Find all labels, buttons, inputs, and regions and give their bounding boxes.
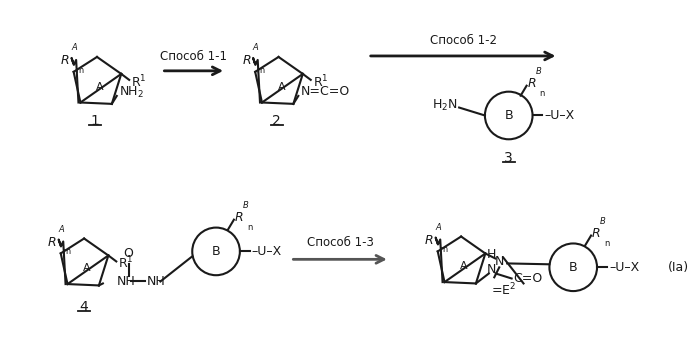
Text: m: m: [439, 245, 447, 254]
Text: n: n: [604, 239, 610, 247]
Text: m: m: [75, 66, 83, 75]
Text: NH$_2$: NH$_2$: [119, 84, 144, 100]
Text: A: A: [460, 261, 468, 271]
Text: NH: NH: [117, 275, 136, 288]
Text: H: H: [487, 247, 496, 260]
Text: R: R: [61, 55, 69, 68]
Text: NH: NH: [147, 275, 165, 288]
Text: N: N: [487, 263, 496, 276]
Text: O: O: [124, 247, 134, 260]
Text: R$^1$: R$^1$: [312, 74, 329, 90]
Text: R$^1$: R$^1$: [131, 74, 147, 90]
Text: R: R: [235, 211, 243, 224]
Text: –U–X: –U–X: [252, 245, 282, 258]
Text: N=C=O: N=C=O: [301, 86, 350, 99]
Text: R: R: [425, 234, 433, 247]
Text: A: A: [58, 225, 64, 233]
Text: 3: 3: [505, 151, 513, 165]
Text: Способ 1-3: Способ 1-3: [307, 237, 373, 250]
Text: R: R: [48, 236, 57, 249]
Text: C=O: C=O: [514, 272, 543, 285]
Text: m: m: [257, 66, 265, 75]
Text: N: N: [495, 255, 504, 268]
Text: A: A: [71, 43, 77, 52]
Text: A: A: [253, 43, 259, 52]
Text: –U–X: –U–X: [609, 261, 639, 274]
Text: Способ 1-2: Способ 1-2: [430, 34, 496, 47]
Text: A: A: [96, 82, 103, 92]
Text: Способ 1-1: Способ 1-1: [160, 50, 226, 63]
Text: A: A: [278, 82, 285, 92]
Text: B: B: [569, 261, 577, 274]
Text: 1: 1: [91, 114, 99, 128]
Text: R: R: [242, 55, 251, 68]
Text: (Ia): (Ia): [668, 261, 689, 274]
Text: –U–X: –U–X: [545, 109, 575, 122]
Text: R$^1$: R$^1$: [118, 255, 134, 272]
Text: =E$^2$: =E$^2$: [491, 281, 517, 298]
Text: B: B: [600, 216, 606, 226]
Text: n: n: [540, 89, 545, 98]
Text: A: A: [83, 263, 91, 273]
Text: R: R: [528, 77, 536, 90]
Text: n: n: [247, 222, 252, 232]
Text: B: B: [212, 245, 220, 258]
Text: H$_2$N: H$_2$N: [431, 98, 457, 113]
Text: A: A: [435, 222, 441, 232]
Text: B: B: [535, 67, 541, 76]
Text: 4: 4: [80, 300, 89, 314]
Text: B: B: [243, 201, 249, 210]
Text: 2: 2: [272, 114, 281, 128]
Text: B: B: [505, 109, 513, 122]
Text: R: R: [592, 227, 600, 240]
Text: m: m: [62, 247, 71, 256]
